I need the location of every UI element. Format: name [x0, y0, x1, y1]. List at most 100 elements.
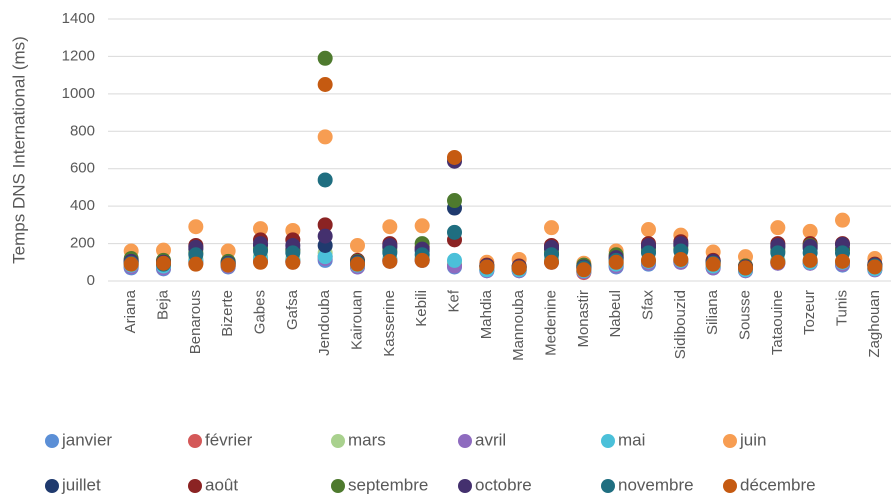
- y-tick-label: 600: [70, 160, 95, 177]
- x-tick-label: Siliana: [704, 289, 721, 335]
- dot: [447, 193, 462, 209]
- x-tick-label: Sousse: [736, 290, 753, 340]
- x-tick-label: Kairouan: [348, 290, 365, 350]
- dot: [253, 254, 268, 270]
- dot: [641, 222, 656, 238]
- legend-label: janvier: [61, 430, 112, 449]
- dot: [447, 252, 462, 268]
- legend-label: avril: [475, 430, 506, 449]
- legend-marker: [188, 479, 202, 493]
- legend-label: juin: [739, 430, 766, 449]
- legend-marker: [45, 479, 59, 493]
- dot: [317, 217, 333, 233]
- y-tick-label: 1200: [62, 47, 95, 64]
- dot: [350, 256, 365, 272]
- legend-marker: [188, 434, 202, 448]
- dot: [447, 224, 462, 240]
- dot: [576, 262, 592, 278]
- dot: [317, 77, 333, 92]
- y-tick-label: 800: [70, 122, 95, 139]
- dot: [673, 251, 689, 267]
- dot: [414, 218, 430, 234]
- dot: [511, 260, 527, 276]
- dot: [317, 172, 333, 188]
- dot: [867, 259, 883, 275]
- y-tick-label: 0: [87, 272, 95, 289]
- dot: [156, 242, 171, 258]
- x-tick-label: Bizerte: [219, 290, 236, 337]
- legend-marker: [458, 479, 472, 493]
- x-tick-label: Sfax: [639, 290, 656, 321]
- dot: [835, 212, 850, 228]
- dot: [123, 256, 139, 272]
- dot: [350, 237, 365, 253]
- x-tick-label: Medenine: [542, 290, 559, 356]
- x-tick-label: Kebili: [413, 290, 430, 327]
- legend-marker: [601, 434, 615, 448]
- x-tick-label: Kasserine: [381, 290, 398, 357]
- legend-marker: [723, 434, 737, 448]
- dot: [544, 254, 559, 270]
- dot: [738, 260, 753, 276]
- y-tick-label: 1000: [62, 85, 95, 102]
- y-tick-label: 400: [70, 197, 95, 214]
- dot: [835, 253, 850, 269]
- legend-marker: [331, 479, 345, 493]
- legend-marker: [45, 434, 59, 448]
- dot: [641, 252, 656, 268]
- y-axis-label: Temps DNS International (ms): [9, 36, 28, 264]
- legend-label: février: [205, 430, 253, 449]
- legend-marker: [458, 434, 472, 448]
- x-tick-label: Gabes: [251, 290, 268, 334]
- legend-label: mars: [348, 430, 386, 449]
- x-tick-label: Jendouba: [316, 289, 333, 356]
- y-tick-label: 200: [70, 235, 95, 252]
- dot: [802, 223, 818, 239]
- x-tick-label: Kef: [445, 289, 462, 312]
- x-tick-label: Mannouba: [510, 289, 527, 361]
- dot: [414, 252, 430, 268]
- legend-marker: [601, 479, 615, 493]
- legend-marker: [331, 434, 345, 448]
- x-tick-label: Beja: [154, 289, 171, 320]
- y-tick-label: 1400: [62, 10, 95, 27]
- x-tick-label: Zaghouan: [866, 290, 883, 358]
- x-tick-label: Ariana: [122, 289, 139, 333]
- dot: [544, 220, 559, 236]
- dot: [447, 149, 462, 165]
- x-tick-label: Sidibouzid: [672, 290, 689, 359]
- legend-label: décembre: [740, 475, 816, 494]
- legend-label: juillet: [61, 475, 101, 494]
- dot: [382, 253, 398, 269]
- x-tick-label: Tozeur: [801, 290, 818, 335]
- legend-label: août: [205, 475, 238, 494]
- dot: [479, 259, 495, 275]
- dot: [382, 219, 398, 235]
- dot: [253, 221, 268, 237]
- dot: [188, 256, 204, 272]
- dot: [802, 252, 818, 268]
- legend-label: novembre: [618, 475, 694, 494]
- dot: [770, 254, 786, 270]
- dot: [705, 256, 721, 272]
- dot: [317, 50, 333, 66]
- dot: [188, 219, 204, 235]
- x-tick-label: Benarous: [187, 290, 204, 354]
- dot: [317, 129, 333, 145]
- legend-label: septembre: [348, 475, 428, 494]
- legend-label: mai: [618, 430, 645, 449]
- dot: [608, 254, 624, 270]
- x-tick-label: Monastir: [575, 290, 592, 348]
- dot: [156, 255, 171, 271]
- dot: [220, 257, 236, 273]
- dot: [253, 243, 268, 259]
- legend-marker: [723, 479, 737, 493]
- x-tick-label: Mahdia: [478, 289, 495, 339]
- dot: [317, 249, 333, 265]
- dot: [317, 228, 333, 244]
- legend-label: octobre: [475, 475, 532, 494]
- x-tick-label: Tunis: [833, 290, 850, 326]
- x-tick-label: Tataouine: [769, 290, 786, 355]
- dot: [220, 243, 236, 259]
